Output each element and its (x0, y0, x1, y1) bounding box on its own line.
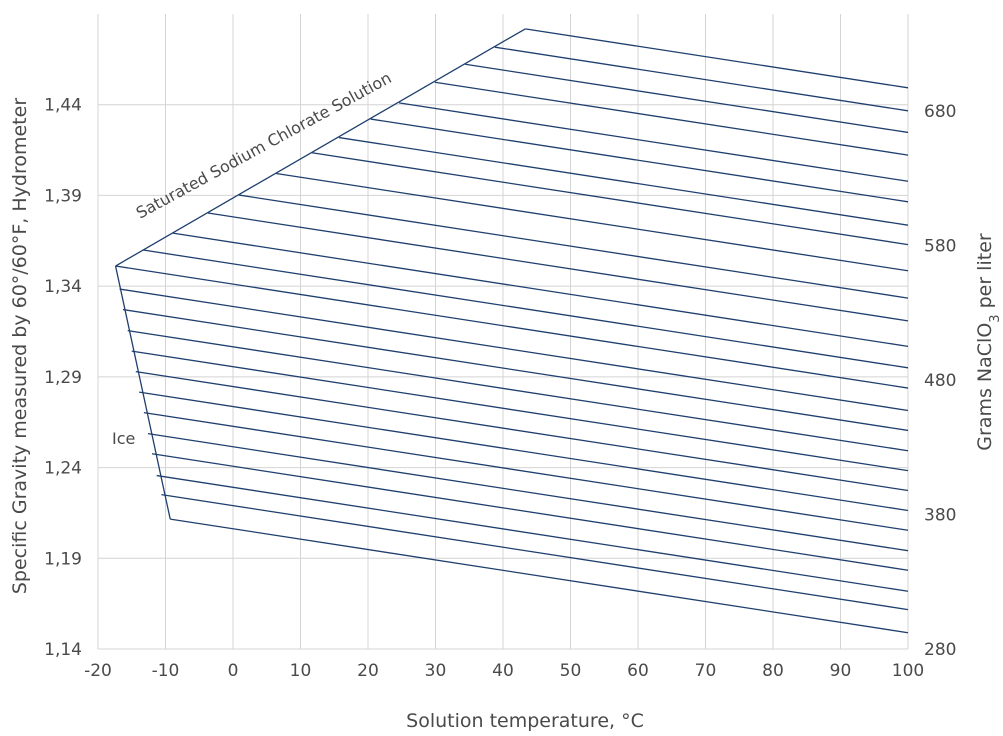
y-right-tick-label: 480 (924, 371, 956, 391)
x-tick-label: -20 (84, 661, 112, 681)
y-right-axis-ticks: 280380480580680780 (924, 102, 956, 660)
isopleth-line (172, 232, 909, 348)
x-tick-label: 30 (425, 661, 447, 681)
x-tick-label: 40 (492, 661, 514, 681)
y-left-tick-label: 1,24 (44, 459, 82, 479)
x-tick-label: 100 (892, 661, 924, 681)
y-left-tick-label: 1,19 (44, 549, 82, 569)
isopleth-line (161, 493, 909, 611)
isopleth-line (122, 308, 909, 432)
x-tick-label: 70 (695, 661, 717, 681)
x-axis-ticks: -20 -10 0 10 20 30 40 50 60 70 80 90 100 (84, 661, 924, 681)
y-left-axis-ticks: 1,14 1,19 1,24 1,29 1,34 1,39 1,44 (44, 96, 82, 660)
isopleth-line (207, 212, 909, 322)
y-left-tick-label: 1,39 (44, 186, 82, 206)
isopleth-line (238, 194, 909, 299)
isopleth-line (311, 152, 909, 246)
x-tick-label: 50 (560, 661, 582, 681)
isopleth-line (131, 350, 909, 472)
y-right-tick-label: 680 (924, 102, 956, 122)
isopleth-line (151, 453, 909, 571)
isopleth-line (127, 329, 909, 452)
isopleth-line (139, 391, 909, 512)
x-tick-label: -10 (152, 661, 180, 681)
isopleth-line (115, 265, 909, 389)
isopleth-line (434, 81, 909, 156)
isopleth-line (398, 102, 909, 182)
isopleth-line (156, 474, 909, 592)
x-tick-label: 20 (357, 661, 379, 681)
x-tick-label: 90 (830, 661, 852, 681)
isopleth-line (147, 433, 909, 552)
y-left-tick-label: 1,44 (44, 96, 82, 116)
y-left-tick-label: 1,29 (44, 368, 82, 388)
y-right-axis-title: Grams NaClO3 per liter (974, 233, 1003, 451)
x-tick-label: 0 (228, 661, 239, 681)
isopleth-line (143, 411, 909, 531)
isopleth-line (143, 249, 909, 369)
ice-label: Ice (112, 429, 135, 448)
isopleth-line (338, 136, 909, 226)
y-left-tick-label: 1,34 (44, 277, 82, 297)
grid (97, 14, 909, 650)
isopleth-line (170, 518, 909, 634)
y-left-axis-title: Specific Gravity measured by 60°/60°F, H… (9, 98, 31, 594)
y-right-tick-label: 380 (924, 505, 956, 525)
isopleth-line (135, 370, 909, 492)
isopleth-line (494, 46, 909, 112)
x-axis-title: Solution temperature, °C (406, 710, 644, 732)
x-tick-label: 80 (762, 661, 784, 681)
series-layer (114, 28, 909, 634)
isopleth-line (276, 172, 909, 272)
x-tick-label: 10 (290, 661, 312, 681)
isopleth-line (370, 118, 909, 203)
x-tick-label: 60 (627, 661, 649, 681)
saturation-curve (115, 28, 526, 267)
y-right-tick-label: 580 (924, 236, 956, 256)
isopleth-line (119, 288, 909, 412)
y-right-tick-label: 280 (924, 640, 956, 660)
y-left-tick-label: 1,14 (44, 640, 82, 660)
isopleth-line (525, 28, 909, 89)
isopleth-line (465, 63, 909, 134)
